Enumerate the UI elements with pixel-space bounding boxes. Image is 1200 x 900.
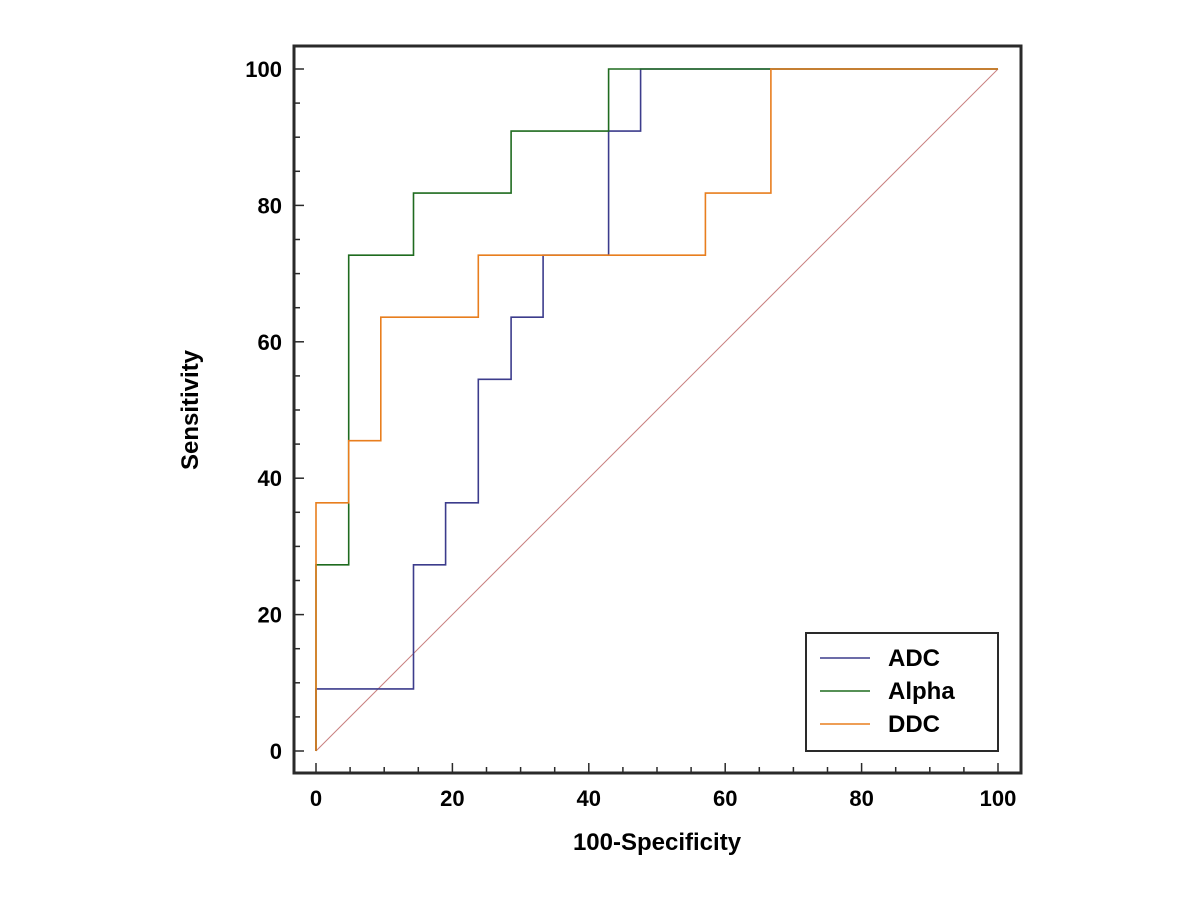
reference-layer	[315, 68, 999, 752]
y-tick-label-0: 0	[270, 739, 282, 764]
x-tick-label-20: 20	[440, 786, 464, 811]
series-line-ddc	[315, 68, 998, 751]
legend-label-adc: ADC	[888, 645, 940, 672]
x-axis-label: 100-Specificity	[573, 829, 742, 856]
y-tick-label-20: 20	[258, 603, 282, 628]
series-line-adc	[315, 68, 998, 751]
series-line-alpha	[315, 68, 998, 751]
y-tick-label-80: 80	[258, 193, 282, 218]
x-tick-label-60: 60	[713, 786, 737, 811]
series-layer	[315, 68, 998, 751]
legend-label-alpha: Alpha	[888, 678, 955, 705]
tick-layer: 0 20 40 60 80 100 0 20 40 60 80 100	[245, 57, 1016, 811]
legend-label-ddc: DDC	[888, 711, 940, 738]
reference-diagonal	[315, 68, 999, 752]
x-tick-label-80: 80	[849, 786, 873, 811]
y-tick-label-100: 100	[245, 57, 282, 82]
y-tick-label-40: 40	[258, 466, 282, 491]
x-tick-label-0: 0	[310, 786, 322, 811]
y-axis-label: Sensitivity	[177, 349, 204, 470]
legend: ADC Alpha DDC	[805, 632, 999, 752]
x-tick-label-40: 40	[577, 786, 601, 811]
x-tick-label-100: 100	[980, 786, 1017, 811]
legend-box	[805, 632, 999, 752]
y-tick-label-60: 60	[258, 330, 282, 355]
